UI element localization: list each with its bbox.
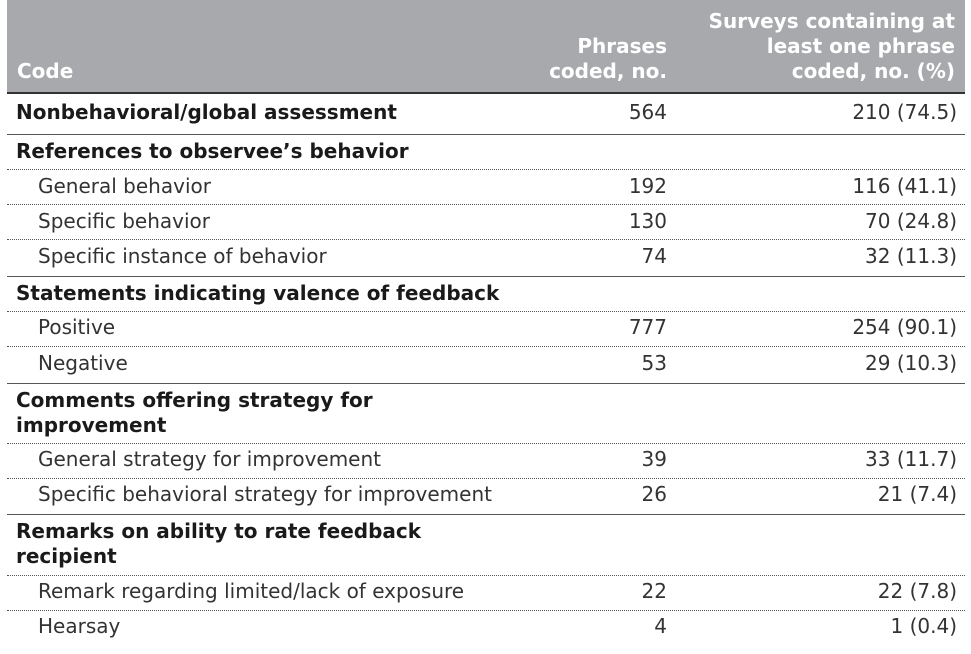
row-phrases: 777	[628, 315, 667, 339]
row-surveys: 22 (7.8)	[877, 579, 957, 603]
row-label: Negative	[38, 351, 128, 375]
row-surveys: 1 (0.4)	[890, 614, 958, 638]
category-valence: Statements indicating valence of feedbac…	[7, 276, 965, 311]
row-label: Remark regarding limited/lack of exposur…	[38, 579, 465, 603]
category-strategy: Comments offering strategy for improveme…	[7, 383, 965, 443]
row-phrases: 22	[641, 579, 667, 603]
row-surveys: 33 (11.7)	[865, 447, 957, 471]
table-row: Hearsay 4 1 (0.4)	[7, 610, 965, 644]
row-phrases: 4	[654, 614, 667, 638]
row-label: General strategy for improvement	[38, 447, 382, 471]
table-row: Remark regarding limited/lack of exposur…	[7, 575, 965, 610]
row-phrases: 564	[628, 100, 667, 124]
table-row: Negative 53 29 (10.3)	[7, 346, 965, 383]
header-surveys-line2: least one phrase	[766, 34, 955, 58]
category-label-line2: improvement	[16, 413, 167, 437]
row-phrases: 130	[628, 209, 667, 233]
row-surveys: 21 (7.4)	[877, 482, 957, 506]
table-row: General strategy for improvement 39 33 (…	[7, 443, 965, 478]
row-phrases: 53	[641, 351, 667, 375]
row-label: Hearsay	[38, 614, 121, 638]
header-phrases-line1: Phrases	[577, 34, 667, 58]
row-surveys: 29 (10.3)	[865, 351, 957, 375]
row-surveys: 116 (41.1)	[852, 174, 957, 198]
row-label: Nonbehavioral/global assessment	[16, 100, 397, 124]
header-code: Code	[17, 59, 74, 83]
row-phrases: 74	[641, 244, 667, 268]
header-surveys: Surveys containing at least one phrase c…	[709, 9, 955, 84]
category-references: References to observee’s behavior	[7, 134, 965, 169]
row-surveys: 254 (90.1)	[852, 315, 957, 339]
row-label: Specific behavioral strategy for improve…	[38, 482, 492, 506]
table-row: Specific behavioral strategy for improve…	[7, 478, 965, 514]
coding-table: Code Phrases coded, no. Surveys containi…	[7, 0, 965, 644]
category-label-line1: Remarks on ability to rate feedback	[16, 519, 422, 543]
row-surveys: 32 (11.3)	[865, 244, 957, 268]
table-row-nonbehavioral: Nonbehavioral/global assessment 564 210 …	[7, 92, 965, 134]
header-phrases-coded: Phrases coded, no.	[549, 34, 667, 84]
row-phrases: 39	[641, 447, 667, 471]
category-label-line2: recipient	[16, 544, 117, 568]
row-label: Specific instance of behavior	[38, 244, 327, 268]
header-surveys-line1: Surveys containing at	[708, 9, 955, 33]
category-label: References to observee’s behavior	[16, 139, 409, 163]
row-surveys: 70 (24.8)	[865, 209, 957, 233]
header-phrases-line2: coded, no.	[549, 59, 667, 83]
header-surveys-line3: coded, no. (%)	[791, 59, 955, 83]
table-header: Code Phrases coded, no. Surveys containi…	[7, 0, 965, 92]
category-label: Statements indicating valence of feedbac…	[16, 281, 500, 305]
table-row: Positive 777 254 (90.1)	[7, 311, 965, 346]
row-label: Positive	[38, 315, 116, 339]
row-phrases: 26	[641, 482, 667, 506]
row-phrases: 192	[628, 174, 667, 198]
table-row: General behavior 192 116 (41.1)	[7, 169, 965, 204]
row-label: Specific behavior	[38, 209, 210, 233]
table-row: Specific behavior 130 70 (24.8)	[7, 204, 965, 239]
row-surveys: 210 (74.5)	[852, 100, 957, 124]
category-label-line1: Comments offering strategy for	[16, 388, 373, 412]
table-row: Specific instance of behavior 74 32 (11.…	[7, 239, 965, 276]
category-remarks: Remarks on ability to rate feedback reci…	[7, 514, 965, 575]
row-label: General behavior	[38, 174, 211, 198]
